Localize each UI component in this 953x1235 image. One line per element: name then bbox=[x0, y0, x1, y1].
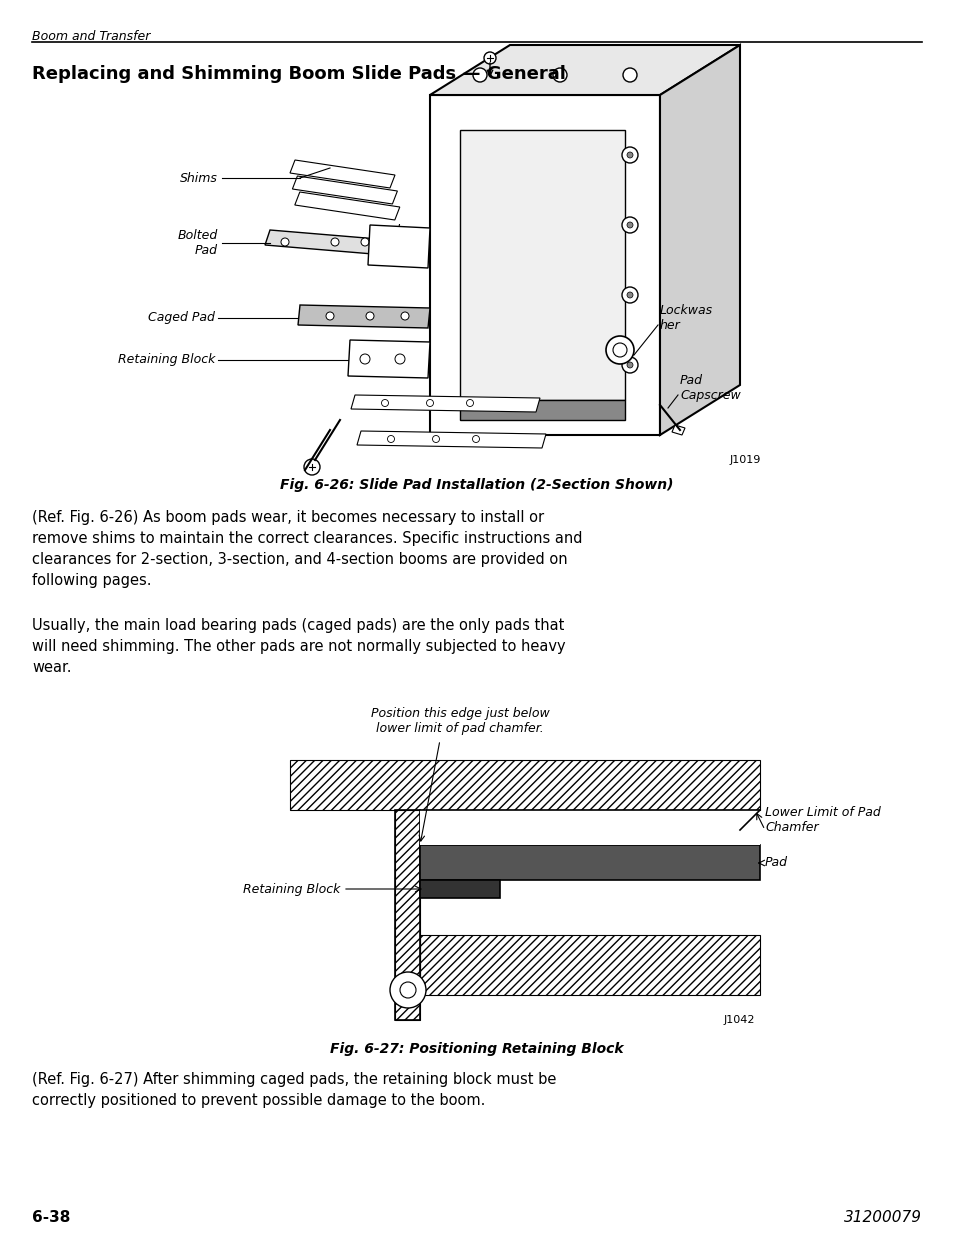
Circle shape bbox=[621, 287, 638, 303]
Text: 6-38: 6-38 bbox=[32, 1210, 71, 1225]
Bar bbox=[395, 810, 419, 1020]
Text: Lockwas
her: Lockwas her bbox=[659, 304, 713, 332]
Text: J1042: J1042 bbox=[722, 1015, 754, 1025]
Bar bbox=[419, 881, 499, 898]
Text: 31200079: 31200079 bbox=[843, 1210, 921, 1225]
Text: Retaining Block: Retaining Block bbox=[242, 883, 339, 895]
Circle shape bbox=[387, 436, 395, 442]
Circle shape bbox=[553, 68, 566, 82]
Polygon shape bbox=[430, 44, 740, 95]
Circle shape bbox=[359, 354, 370, 364]
Bar bbox=[290, 740, 760, 1020]
Circle shape bbox=[613, 343, 626, 357]
Circle shape bbox=[605, 336, 634, 364]
Circle shape bbox=[626, 152, 633, 158]
Text: (Ref. Fig. 6-27) After shimming caged pads, the retaining block must be
correctl: (Ref. Fig. 6-27) After shimming caged pa… bbox=[32, 1072, 556, 1108]
Circle shape bbox=[395, 354, 405, 364]
Polygon shape bbox=[356, 431, 545, 448]
Polygon shape bbox=[659, 44, 740, 435]
Polygon shape bbox=[297, 305, 430, 329]
Text: Pad
Capscrew: Pad Capscrew bbox=[679, 374, 740, 403]
Text: Lower Limit of Pad
Chamfer: Lower Limit of Pad Chamfer bbox=[764, 806, 880, 834]
Polygon shape bbox=[459, 400, 624, 420]
Polygon shape bbox=[430, 95, 659, 435]
Text: Retaining Block: Retaining Block bbox=[117, 353, 214, 367]
Text: Boom and Transfer: Boom and Transfer bbox=[32, 30, 151, 43]
Circle shape bbox=[466, 399, 473, 406]
Text: Replacing and Shimming Boom Slide Pads — General: Replacing and Shimming Boom Slide Pads —… bbox=[32, 65, 565, 83]
Circle shape bbox=[400, 312, 409, 320]
Text: (Ref. Fig. 6-26) As boom pads wear, it becomes necessary to install or
remove sh: (Ref. Fig. 6-26) As boom pads wear, it b… bbox=[32, 510, 582, 588]
Circle shape bbox=[304, 459, 319, 475]
Circle shape bbox=[621, 147, 638, 163]
Bar bbox=[290, 760, 760, 810]
Bar bbox=[419, 810, 760, 845]
Text: Bolted
Pad: Bolted Pad bbox=[177, 228, 218, 257]
Circle shape bbox=[473, 68, 486, 82]
Circle shape bbox=[399, 982, 416, 998]
Polygon shape bbox=[671, 425, 684, 435]
Circle shape bbox=[366, 312, 374, 320]
Polygon shape bbox=[290, 161, 395, 188]
Text: J1019: J1019 bbox=[729, 454, 760, 466]
Circle shape bbox=[621, 217, 638, 233]
Polygon shape bbox=[294, 191, 399, 220]
Text: Pad
Cage: Pad Cage bbox=[377, 224, 410, 252]
Circle shape bbox=[472, 436, 479, 442]
Polygon shape bbox=[368, 225, 430, 268]
Circle shape bbox=[483, 52, 496, 64]
Circle shape bbox=[432, 436, 439, 442]
Polygon shape bbox=[292, 177, 397, 204]
Text: Caged Pad: Caged Pad bbox=[148, 311, 214, 325]
Text: Pad: Pad bbox=[764, 857, 787, 869]
Circle shape bbox=[326, 312, 334, 320]
Circle shape bbox=[426, 399, 433, 406]
Circle shape bbox=[622, 68, 637, 82]
Text: Fig. 6-27: Positioning Retaining Block: Fig. 6-27: Positioning Retaining Block bbox=[330, 1042, 623, 1056]
Text: Fig. 6-26: Slide Pad Installation (2-Section Shown): Fig. 6-26: Slide Pad Installation (2-Sec… bbox=[280, 478, 673, 492]
Bar bbox=[395, 810, 419, 1020]
Bar bbox=[419, 845, 760, 881]
Text: Usually, the main load bearing pads (caged pads) are the only pads that
will nee: Usually, the main load bearing pads (cag… bbox=[32, 618, 565, 676]
Polygon shape bbox=[265, 230, 390, 254]
Polygon shape bbox=[459, 130, 624, 400]
Polygon shape bbox=[351, 395, 539, 412]
Circle shape bbox=[281, 238, 289, 246]
Text: Shims: Shims bbox=[180, 172, 218, 184]
Text: Position this edge just below
lower limit of pad chamfer.: Position this edge just below lower limi… bbox=[370, 706, 549, 735]
Circle shape bbox=[626, 291, 633, 298]
Circle shape bbox=[626, 362, 633, 368]
Circle shape bbox=[390, 972, 426, 1008]
Circle shape bbox=[381, 399, 388, 406]
Circle shape bbox=[621, 357, 638, 373]
Polygon shape bbox=[348, 340, 430, 378]
Circle shape bbox=[626, 222, 633, 228]
Circle shape bbox=[360, 238, 369, 246]
Circle shape bbox=[331, 238, 338, 246]
Bar bbox=[419, 935, 760, 995]
